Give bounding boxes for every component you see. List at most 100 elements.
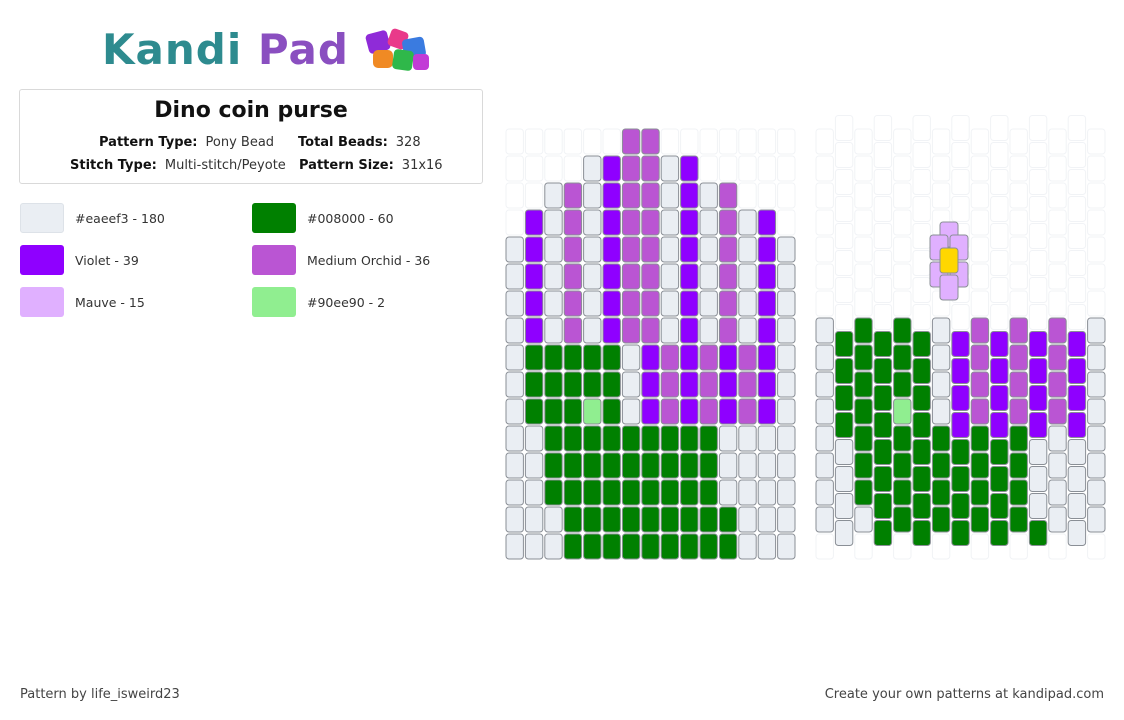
bead [1048,398,1067,425]
bead [815,317,834,344]
bead [970,425,990,452]
bead [602,398,621,425]
bead [912,385,931,411]
bead [815,452,834,479]
empty-bead [1067,142,1087,168]
empty-bead [1048,290,1067,317]
empty-bead [854,182,873,209]
bead [912,439,931,465]
bead [505,236,524,263]
bead [1028,412,1048,438]
bead [621,425,641,452]
bead [621,533,641,560]
empty-bead [912,196,931,222]
bead [544,425,563,452]
bead [602,344,621,371]
bead [931,398,951,425]
bead [699,344,718,371]
bead [990,331,1009,357]
kandipad-link[interactable]: Create your own patterns at kandipad.com [824,687,1104,702]
bead [738,371,757,398]
bead [1067,358,1087,384]
pattern-type: Pattern Type: Pony Bead [99,135,274,150]
bead [970,479,990,506]
bead [621,128,641,155]
stitch-type-label: Stitch Type: [70,158,157,173]
bead [563,209,583,236]
bead [524,290,544,317]
bead [1087,317,1106,344]
bead [777,506,796,533]
empty-bead [1048,533,1067,560]
bead [951,358,970,384]
empty-bead [854,533,873,560]
bead [718,533,738,560]
pattern-info-card: Dino coin purse Pattern Type: Pony Bead T… [19,89,483,184]
empty-bead [873,250,893,276]
bead [641,128,660,155]
bead [990,466,1009,492]
bead [854,479,873,506]
empty-bead [931,128,951,155]
bead [738,398,757,425]
bead [680,371,699,398]
color-swatch [20,203,64,233]
bead [1087,425,1106,452]
empty-bead [563,128,583,155]
bead [777,452,796,479]
bead [990,385,1009,411]
bead [757,236,777,263]
empty-bead [873,169,893,195]
empty-bead [505,155,524,182]
empty-bead [834,115,854,141]
bead [563,452,583,479]
empty-bead [1087,263,1106,290]
empty-bead [873,142,893,168]
stitch-type-value: Multi-stitch/Peyote [164,158,286,173]
empty-bead [893,182,912,209]
bead [893,506,912,533]
color-swatch [252,245,296,275]
bead [1028,331,1048,357]
bead [854,425,873,452]
empty-bead [1067,169,1087,195]
bead [602,209,621,236]
color-swatch [20,287,64,317]
pattern-type-label: Pattern Type: [99,135,198,150]
bead [990,412,1009,438]
bead [815,344,834,371]
bead [951,385,970,411]
pattern-author: Pattern by life_isweird23 [20,687,180,702]
empty-bead [815,290,834,317]
empty-bead [505,182,524,209]
empty-bead [912,169,931,195]
bead [602,479,621,506]
kandipad-logo[interactable]: Kandi Pad [102,24,435,76]
empty-bead [1048,182,1067,209]
empty-bead [660,128,680,155]
empty-bead [1028,223,1048,249]
bead [1048,425,1067,452]
empty-bead [854,128,873,155]
bead [524,371,544,398]
bead [1067,439,1087,465]
empty-bead [834,277,854,303]
bead [1028,358,1048,384]
bead [931,506,951,533]
bead [583,344,602,371]
bead [1048,452,1067,479]
bead [873,439,893,465]
legend-label: #008000 - 60 [307,210,394,226]
bead [641,506,660,533]
bead [951,493,970,519]
empty-bead [1009,209,1028,236]
bead [777,236,796,263]
empty-bead [931,155,951,182]
empty-bead [777,182,796,209]
bead [524,452,544,479]
bead [563,290,583,317]
bead [544,452,563,479]
bead [718,236,738,263]
empty-bead [970,533,990,560]
